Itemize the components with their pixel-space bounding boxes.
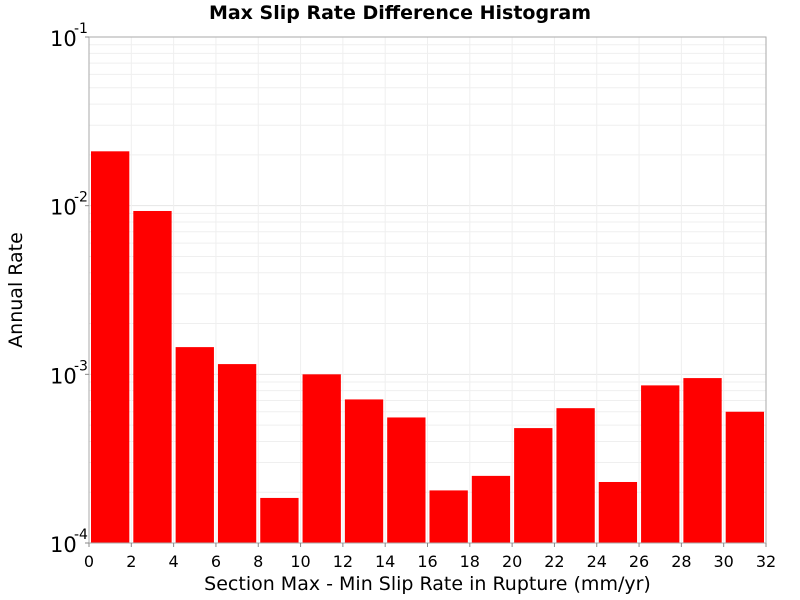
bar xyxy=(91,151,130,543)
x-tick-label: 0 xyxy=(84,552,94,571)
x-tick-label: 26 xyxy=(629,552,649,571)
y-tick-base: 10 xyxy=(50,533,77,557)
bar xyxy=(471,475,511,543)
y-tick-base: 10 xyxy=(50,27,77,51)
bar xyxy=(598,481,638,543)
bar xyxy=(260,497,299,543)
bar xyxy=(175,347,214,543)
x-axis-label: Section Max - Min Slip Rate in Rupture (… xyxy=(204,573,651,595)
x-tick-label: 10 xyxy=(290,552,310,571)
x-tick-label: 24 xyxy=(587,552,607,571)
y-tick-exponent: -2 xyxy=(74,190,88,206)
bar xyxy=(514,428,553,543)
y-tick-label: 10-2 xyxy=(50,190,88,220)
y-tick-label: 10-3 xyxy=(50,358,88,388)
chart-title: Max Slip Rate Difference Histogram xyxy=(208,2,592,24)
x-tick-label: 32 xyxy=(756,552,776,571)
x-tick-label: 18 xyxy=(460,552,480,571)
y-tick-exponent: -4 xyxy=(74,527,88,543)
bar xyxy=(133,210,172,543)
x-tick-label: 20 xyxy=(502,552,522,571)
x-tick-label: 22 xyxy=(544,552,564,571)
bar xyxy=(387,417,426,543)
bar xyxy=(344,399,384,543)
x-tick-label: 30 xyxy=(714,552,734,571)
x-tick-label: 8 xyxy=(253,552,263,571)
y-tick-exponent: -1 xyxy=(74,21,88,37)
y-tick-label: 10-1 xyxy=(50,21,88,51)
y-tick-base: 10 xyxy=(50,196,77,220)
x-tick-label: 16 xyxy=(417,552,437,571)
x-ticks: 0 2 4 6 8 10 12 14 16 18 20 22 24 26 28 30 32 xyxy=(84,543,776,571)
y-axis-label: Annual Rate xyxy=(5,232,27,348)
x-tick-label: 12 xyxy=(333,552,353,571)
y-tick-label: 10-4 xyxy=(50,527,88,557)
x-tick-label: 28 xyxy=(671,552,691,571)
bar xyxy=(683,378,722,543)
y-tick-base: 10 xyxy=(50,364,77,388)
x-tick-label: 2 xyxy=(126,552,136,571)
x-tick-label: 14 xyxy=(375,552,395,571)
bar xyxy=(217,364,257,543)
bar xyxy=(302,374,341,543)
x-tick-label: 6 xyxy=(211,552,221,571)
y-ticks: 10-410-310-210-1 xyxy=(50,21,89,557)
bar xyxy=(556,408,595,543)
bar xyxy=(641,385,680,543)
bars xyxy=(91,151,764,543)
bar xyxy=(725,411,764,543)
bar xyxy=(429,490,468,543)
y-tick-exponent: -3 xyxy=(74,358,88,374)
x-tick-label: 4 xyxy=(169,552,179,571)
